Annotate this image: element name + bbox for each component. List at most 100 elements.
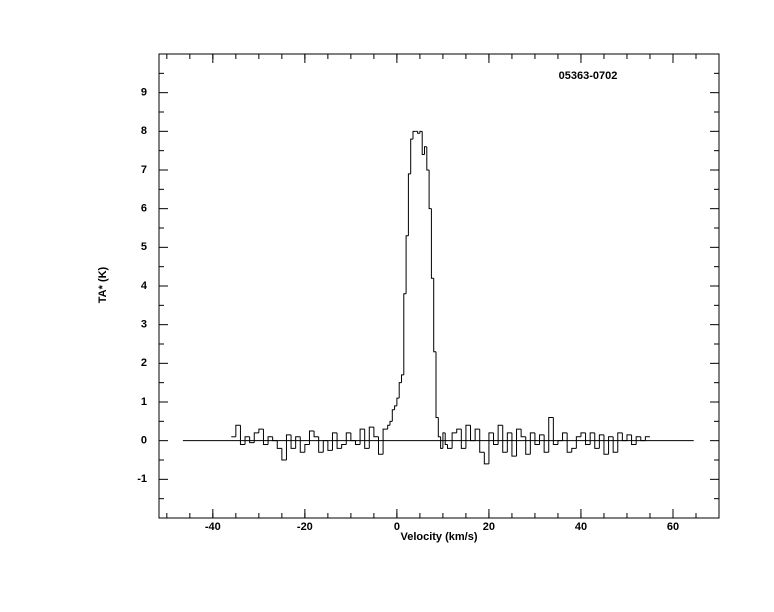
spectrum-channel xyxy=(359,428,365,445)
spectrum-channel xyxy=(435,351,439,418)
y-axis-label: TA* (K) xyxy=(97,266,109,303)
spectrum-channel xyxy=(456,428,462,433)
spectrum-channel xyxy=(377,436,384,455)
spectrum-channel xyxy=(281,448,287,461)
x-axis-label: Velocity (km/s) xyxy=(400,531,477,543)
spectrum-channel xyxy=(421,131,425,156)
spectrum-channel xyxy=(529,432,535,455)
spectrum-channel xyxy=(239,425,246,446)
spectrum-channel xyxy=(598,434,604,449)
spectrum-channel xyxy=(364,429,370,449)
spectrum-channel xyxy=(460,429,466,449)
x-tick-label: -20 xyxy=(297,521,313,533)
x-tick-label: 60 xyxy=(667,521,679,533)
spectrum-channel xyxy=(594,432,600,449)
spectrum-channel xyxy=(516,428,522,457)
spectrum-channel xyxy=(304,444,310,453)
y-tick-label: 2 xyxy=(141,357,147,369)
y-tick-label: -1 xyxy=(137,473,147,485)
spectrum-channel xyxy=(244,436,250,445)
spectrum-channel xyxy=(580,432,586,437)
spectrum-channel xyxy=(640,436,646,442)
spectrum-channel xyxy=(589,432,595,445)
spectrum-channel xyxy=(557,440,563,445)
y-tick-label: 1 xyxy=(141,396,147,408)
spectrum-channel xyxy=(253,432,259,443)
spectrum-channel xyxy=(511,432,517,457)
spectrum-channel xyxy=(249,436,255,444)
spectrum-channel xyxy=(407,173,411,236)
spectrum-channel xyxy=(488,432,494,464)
spectrum-channel xyxy=(331,432,338,451)
spectrum-channel xyxy=(474,428,480,441)
spectrum-channel xyxy=(387,424,390,430)
y-tick-label: 5 xyxy=(141,241,147,253)
chart-title: 05363-0702 xyxy=(559,70,618,82)
spectrum-channel xyxy=(235,424,241,437)
spectrum-channel xyxy=(635,436,641,445)
spectrum-channel xyxy=(313,431,319,438)
spectrum-channel xyxy=(502,425,508,453)
spectrum-channel xyxy=(430,208,434,279)
spectrum-channel xyxy=(285,434,292,460)
spectrum-channel xyxy=(631,434,637,446)
spectrum-channel xyxy=(493,432,499,446)
spectrum-channel xyxy=(295,436,301,449)
spectrum-channel xyxy=(428,170,432,210)
spectrum-channel xyxy=(566,432,572,453)
spectrum-channel xyxy=(552,417,558,446)
spectrum-channel xyxy=(539,434,545,445)
spectrum-channel xyxy=(608,436,614,455)
x-tick-label: -40 xyxy=(205,521,221,533)
spectrum-channel xyxy=(617,432,623,453)
spectrum-channel xyxy=(262,429,269,446)
spectrum-channel xyxy=(442,432,446,449)
x-tick-label: 0 xyxy=(394,521,400,533)
spectrum-channel xyxy=(465,424,471,449)
spectrum-channel xyxy=(520,429,526,438)
spectrum-channel xyxy=(497,424,503,445)
spectrum-channel xyxy=(290,434,296,449)
spectrum-channel xyxy=(575,436,581,449)
spectrum-channel xyxy=(396,397,400,406)
spectrum-channel xyxy=(444,432,448,446)
y-tick-label: 3 xyxy=(141,319,147,331)
y-tick-label: 4 xyxy=(141,280,148,292)
spectrum-channel xyxy=(327,440,333,451)
spectrum-channel xyxy=(336,432,342,449)
spectrum-channel xyxy=(267,436,273,445)
spectrum-channel xyxy=(447,444,453,449)
spectrum-channel xyxy=(626,434,632,441)
spectrum-channel xyxy=(308,430,315,445)
spectrum-channel xyxy=(534,432,540,446)
spectrum-channel xyxy=(410,138,414,174)
spectrum-channel xyxy=(398,382,402,399)
spectrum-channel xyxy=(272,436,278,442)
spectrum-channel xyxy=(299,436,305,453)
spectrum-channel xyxy=(612,436,618,453)
spectrum-channel xyxy=(543,434,549,453)
spectrum-channel xyxy=(391,409,395,422)
spectrum-channel xyxy=(341,444,347,449)
spectrum-channel xyxy=(345,432,351,445)
spectrum-channel xyxy=(258,428,264,433)
spectrum-channel xyxy=(562,432,568,441)
spectrum-channel xyxy=(403,293,407,375)
spectrum-channel xyxy=(400,374,404,383)
spectrum-channel xyxy=(433,278,437,353)
y-tick-label: 7 xyxy=(141,164,147,176)
spectrum-channel xyxy=(417,131,420,134)
y-tick-label: 0 xyxy=(141,435,147,447)
spectrum-channel xyxy=(506,432,512,453)
spectrum-channel xyxy=(389,420,393,426)
spectrum-channel xyxy=(276,440,282,449)
spectrum-channel xyxy=(437,417,441,438)
spectrum-channel xyxy=(621,432,627,442)
spectrum-channel xyxy=(318,436,324,453)
spectrum-channel xyxy=(585,432,591,446)
spectrum-channel xyxy=(350,432,356,442)
spectrum-channel xyxy=(483,452,489,465)
spectrum-channel xyxy=(603,434,609,455)
spectrum-channel xyxy=(322,440,328,453)
